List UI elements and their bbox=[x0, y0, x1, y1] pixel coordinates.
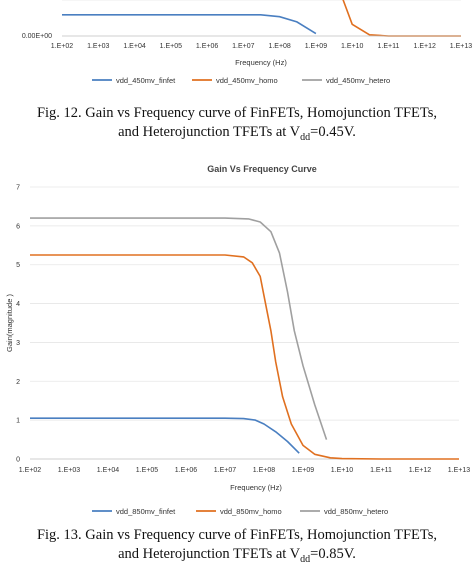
fig13-caption-line2: and Heterojunction TFETs at Vdd=0.85V. bbox=[0, 545, 474, 569]
chart-fig12-series-line-vdd_450mv_homo bbox=[342, 0, 461, 37]
chart-fig13-series-line-vdd_850mv_hetero bbox=[30, 217, 328, 440]
chart-fig12-legend: vdd_450mv_finfet vdd_450mv_homo vdd_450mv_… bbox=[92, 76, 390, 85]
fig12-caption-line2-a: and Heterojunction TFETs at V bbox=[118, 124, 301, 140]
chart-fig12-x-ticks: 1.E+02 1.E+03 1.E+04 1.E+05 1.E+06 1.E+07 1.E+… bbox=[51, 43, 472, 50]
chart-fig13-legend-label: vdd_850mv_finfet bbox=[116, 507, 176, 516]
chart-fig13-y-ticks: 0 1 2 3 4 5 6 7 bbox=[16, 185, 20, 464]
chart-fig12-legend-label: vdd_450mv_hetero bbox=[326, 76, 390, 85]
chart-fig13-y-tick-label: 0 bbox=[16, 457, 20, 464]
chart-fig12-legend-label: vdd_450mv_homo bbox=[216, 76, 278, 85]
chart-fig12-y-tick-0: 0.00E+00 bbox=[22, 33, 52, 40]
chart-fig12-x-axis-label: Frequency (Hz) bbox=[235, 58, 287, 67]
chart-fig13-x-tick-label: 1.E+03 bbox=[58, 467, 80, 474]
chart-fig13-y-tick-label: 2 bbox=[16, 379, 20, 386]
chart-fig13-y-tick-label: 4 bbox=[16, 301, 20, 308]
chart-fig13-x-ticks: 1.E+02 1.E+03 1.E+04 1.E+05 1.E+06 1.E+07 1.E+… bbox=[19, 467, 470, 474]
chart-fig13-y-tick-label: 7 bbox=[16, 185, 20, 192]
fig12-caption-line2: and Heterojunction TFETs at Vdd=0.45V. bbox=[0, 123, 474, 147]
chart-fig13-series bbox=[30, 217, 459, 460]
chart-fig13-legend-label: vdd_850mv_hetero bbox=[324, 507, 388, 516]
chart-fig12-series bbox=[62, 0, 461, 37]
chart-fig12-x-tick-label: 1.E+05 bbox=[160, 43, 182, 50]
fig12-caption-line2-b: =0.45V. bbox=[310, 124, 356, 140]
chart-fig13-x-axis-label: Frequency (Hz) bbox=[230, 483, 282, 492]
chart-fig12-legend-label: vdd_450mv_finfet bbox=[116, 76, 176, 85]
chart-fig12-x-tick-label: 1.E+06 bbox=[196, 43, 218, 50]
chart-fig12-x-tick-label: 1.E+03 bbox=[87, 43, 109, 50]
chart-fig12-x-tick-label: 1.E+04 bbox=[123, 43, 145, 50]
chart-fig13-x-tick-label: 1.E+10 bbox=[331, 467, 353, 474]
fig13-caption-line2-b: =0.85V. bbox=[310, 546, 356, 562]
chart-fig12-x-tick-label: 1.E+08 bbox=[268, 43, 290, 50]
chart-fig13-y-tick-label: 6 bbox=[16, 223, 20, 230]
chart-fig13-x-tick-label: 1.E+07 bbox=[214, 467, 236, 474]
chart-fig13-x-tick-label: 1.E+12 bbox=[409, 467, 431, 474]
chart-fig13-gridlines bbox=[30, 186, 459, 460]
fig12-caption: Fig. 12. Gain vs Frequency curve of FinF… bbox=[0, 104, 474, 147]
chart-fig13-title: Gain Vs Frequency Curve bbox=[207, 164, 317, 174]
chart-fig13-x-tick-label: 1.E+11 bbox=[370, 467, 392, 474]
chart-fig12-series-line-vdd_450mv_finfet bbox=[62, 14, 317, 35]
chart-fig13-y-tick-label: 1 bbox=[16, 418, 20, 425]
chart-fig12-x-tick-label: 1.E+09 bbox=[305, 43, 327, 50]
fig12-caption-subscript: dd bbox=[300, 131, 311, 143]
chart-fig13-x-tick-label: 1.E+08 bbox=[253, 467, 275, 474]
chart-fig13-legend: vdd_850mv_finfet vdd_850mv_homo vdd_850mv_… bbox=[92, 507, 388, 516]
chart-fig12-x-tick-label: 1.E+13 bbox=[450, 43, 472, 50]
chart-fig13-x-tick-label: 1.E+05 bbox=[136, 467, 158, 474]
fig13-caption: Fig. 13. Gain vs Frequency curve of FinF… bbox=[0, 526, 474, 569]
chart-fig12: 0.00E+00 1.E+02 1.E+03 1.E+04 1.E+05 1.E+06 1… bbox=[22, 0, 472, 85]
fig13-caption-subscript: dd bbox=[300, 553, 311, 565]
chart-fig13-x-tick-label: 1.E+09 bbox=[292, 467, 314, 474]
chart-fig13-y-tick-label: 3 bbox=[16, 340, 20, 347]
chart-fig13-series-line-vdd_850mv_homo bbox=[30, 254, 459, 460]
chart-fig13-x-tick-label: 1.E+06 bbox=[175, 467, 197, 474]
chart-fig13-x-tick-label: 1.E+02 bbox=[19, 467, 41, 474]
chart-fig13-x-tick-label: 1.E+13 bbox=[448, 467, 470, 474]
chart-fig13-y-axis-label: Gain(magnitude ) bbox=[5, 294, 14, 352]
chart-fig12-x-tick-label: 1.E+11 bbox=[378, 43, 400, 50]
chart-fig12-x-tick-label: 1.E+02 bbox=[51, 43, 73, 50]
fig13-caption-line1: Fig. 13. Gain vs Frequency curve of FinF… bbox=[36, 527, 438, 543]
fig13-caption-line2-a: and Heterojunction TFETs at V bbox=[118, 546, 301, 562]
chart-fig12-x-tick-label: 1.E+10 bbox=[341, 43, 363, 50]
chart-fig12-x-tick-label: 1.E+12 bbox=[414, 43, 436, 50]
chart-fig12-x-tick-label: 1.E+07 bbox=[232, 43, 254, 50]
fig12-caption-line1: Fig. 12. Gain vs Frequency curve of FinF… bbox=[36, 105, 438, 121]
chart-fig13-legend-label: vdd_850mv_homo bbox=[220, 507, 282, 516]
chart-fig13-x-tick-label: 1.E+04 bbox=[97, 467, 119, 474]
chart-fig13-series-line-vdd_850mv_finfet bbox=[30, 417, 300, 454]
chart-fig13-y-tick-label: 5 bbox=[16, 262, 20, 269]
